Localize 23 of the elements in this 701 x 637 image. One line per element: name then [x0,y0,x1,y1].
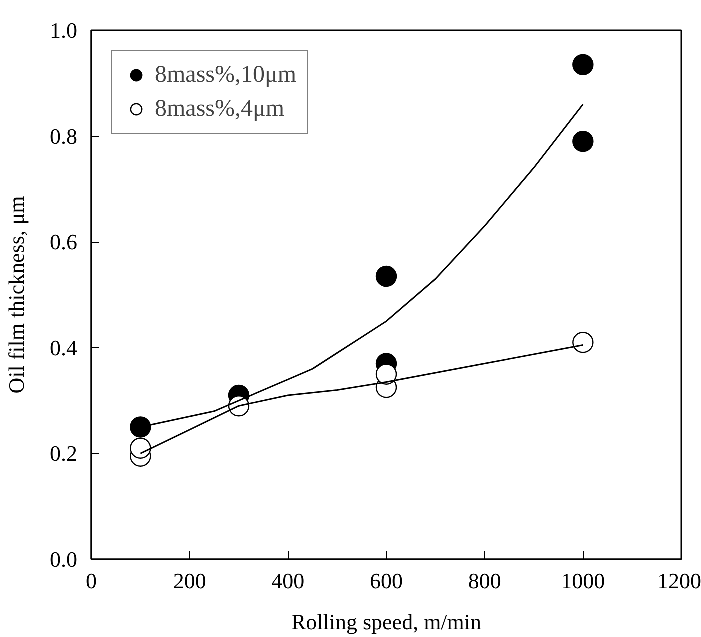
y-tick-label: 0.0 [50,547,78,572]
y-tick-label: 0.8 [50,124,78,149]
point [572,54,594,76]
x-tick-label: 200 [173,568,206,594]
point [376,266,398,288]
x-tick-label: 1000 [561,568,606,594]
x-tick-label: 800 [468,568,502,594]
x-tick-label: 600 [370,568,403,594]
y-tick-label: 1.0 [50,18,78,43]
y-tick-label: 0.2 [50,441,78,466]
y-tick-label: 0.6 [50,230,78,255]
point [376,364,398,385]
point [130,416,152,438]
legend-label: 8mass%,4μm [155,96,285,122]
point [572,131,594,152]
x-tick-label: 0 [86,568,97,594]
x-tick-label: 400 [272,568,305,594]
y-tick-label: 0.4 [50,335,78,360]
point [130,438,152,459]
legend-label: 8mass%,10μm [155,62,297,88]
x-tick-label: 1200 [658,568,701,594]
x-axis-title: Rolling speed, m/min [291,610,482,634]
y-axis-title: Oil film thickness, μm [4,196,29,394]
